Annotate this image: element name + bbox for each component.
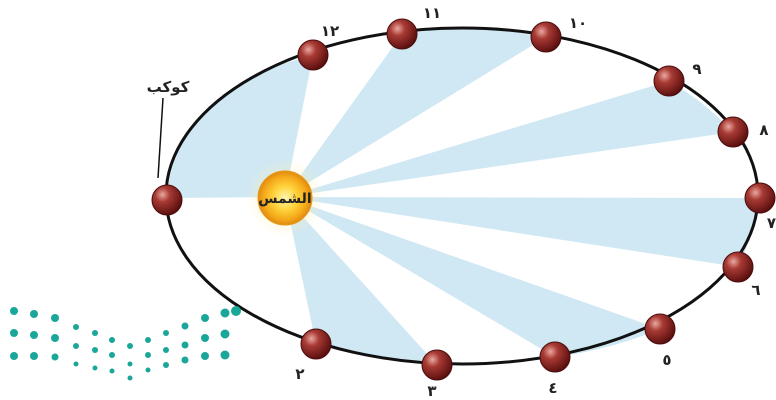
- swept-area-7-to-6: [285, 197, 760, 267]
- planet-label: كوكب: [147, 78, 190, 96]
- position-label-10: ١٠: [569, 14, 587, 32]
- planet-position-6: ٦: [722, 251, 761, 299]
- position-label-5: ٥: [662, 351, 671, 369]
- position-label-12: ١٢: [321, 22, 339, 40]
- sun-label: الشمس: [258, 191, 311, 207]
- planet-position-11: ١١: [386, 4, 441, 50]
- position-label-6: ٦: [751, 281, 760, 299]
- planet-position-8: ٨: [717, 116, 769, 148]
- swept-area-11-to-10: [285, 28, 546, 197]
- position-label-3: ٣: [427, 382, 436, 400]
- planet-position-2: ٢: [295, 328, 332, 383]
- position-label-7: ٧: [767, 214, 776, 232]
- ministry-logo: [10, 306, 241, 381]
- position-label-9: ٩: [692, 60, 701, 78]
- sun: الشمس: [245, 158, 325, 238]
- swept-area-3-to-2: [285, 197, 437, 365]
- planet-position-12: ١٢: [297, 22, 339, 71]
- planet-positions: ٢ ٣ ٤ ٥ ٦ ٧ ٨ ٩: [151, 4, 776, 400]
- swept-area-9-to-8: [285, 81, 733, 197]
- planet-position-4: ٤: [539, 341, 571, 397]
- planet-at-start: [151, 184, 183, 216]
- position-label-2: ٢: [295, 365, 304, 383]
- planet-position-10: ١٠: [530, 14, 587, 53]
- position-label-11: ١١: [423, 4, 441, 22]
- position-label-4: ٤: [548, 379, 557, 397]
- position-label-8: ٨: [759, 121, 768, 139]
- planet-position-9: ٩: [653, 60, 702, 97]
- planet-position-5: ٥: [644, 313, 676, 369]
- swept-area-5-to-4: [285, 197, 660, 357]
- planet-position-7: ٧: [744, 182, 776, 232]
- planet-label-pointer: [157, 97, 164, 179]
- planet-position-3: ٣: [421, 349, 453, 400]
